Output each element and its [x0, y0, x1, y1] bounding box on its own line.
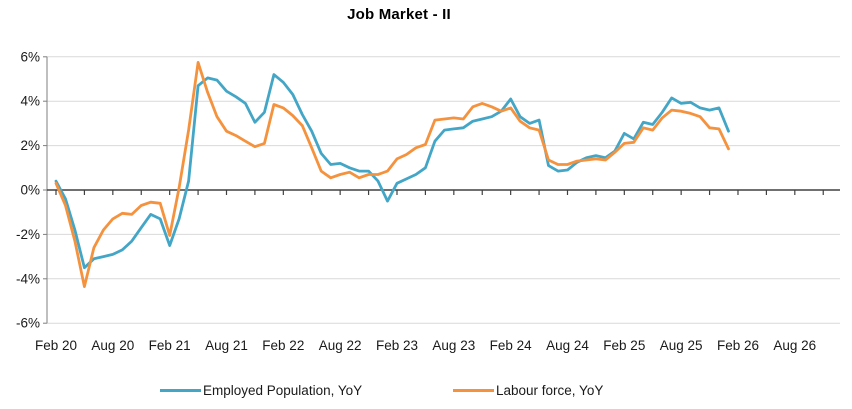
- x-tick-label: Aug 25: [660, 338, 703, 353]
- x-tick-label: Aug 21: [205, 338, 248, 353]
- x-tick-label: Feb 23: [376, 338, 418, 353]
- y-tick-label: 0%: [20, 183, 40, 198]
- y-tick-label: -4%: [16, 271, 40, 286]
- y-tick-label: 2%: [20, 138, 40, 153]
- y-tick-label: 6%: [20, 49, 40, 64]
- x-tick-label: Aug 20: [91, 338, 134, 353]
- series-line-labour-force: [54, 61, 730, 289]
- x-tick-label: Feb 20: [35, 338, 77, 353]
- legend-label-labour: Labour force, YoY: [496, 382, 604, 398]
- series-line-employed-population: [54, 73, 730, 270]
- y-tick-label: -6%: [16, 316, 40, 331]
- plot-area: 6% 4% 2% 0% -2% -4% -6% Feb 20 Aug 20 Feb 21 Aug 2…: [16, 49, 840, 353]
- chart-title: Job Market - II: [347, 6, 451, 23]
- y-tick-label: 4%: [20, 94, 40, 109]
- x-tick-label: Feb 26: [717, 338, 759, 353]
- legend-line-swatch-labour: [453, 388, 494, 392]
- x-tick-label: Aug 23: [432, 338, 475, 353]
- x-tick-label: Aug 22: [319, 338, 362, 353]
- y-tick-label: -2%: [16, 227, 40, 242]
- x-tick-label: Feb 25: [603, 338, 645, 353]
- x-tick-label: Feb 21: [149, 338, 191, 353]
- x-tick-label: Feb 24: [490, 338, 533, 353]
- chart-legend: Employed Population, YoY Labour force, Y…: [0, 380, 852, 402]
- legend-line-swatch-employed: [160, 388, 201, 392]
- x-tick-label: Aug 26: [773, 338, 816, 353]
- x-tick-label: Aug 24: [546, 338, 589, 353]
- legend-item-labour-force: Labour force, YoY: [453, 380, 603, 400]
- legend-label-employed: Employed Population, YoY: [203, 382, 363, 398]
- x-tick-label: Feb 22: [262, 338, 304, 353]
- legend-item-employed-population: Employed Population, YoY: [160, 380, 362, 400]
